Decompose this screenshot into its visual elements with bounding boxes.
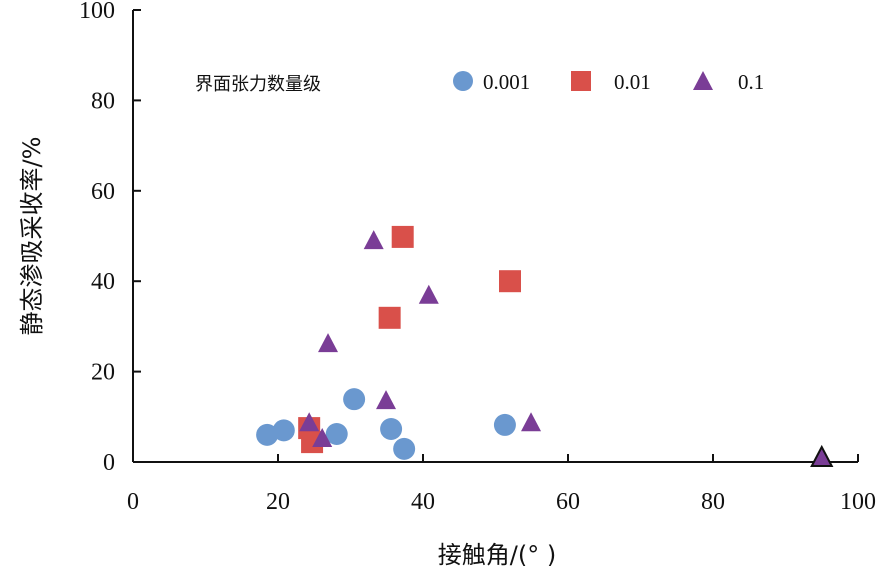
y-tick-label: 60 (91, 179, 115, 205)
point-triangle-0.1 (810, 444, 834, 468)
point-square-0.01 (499, 270, 521, 293)
y-axis-label: 静态渗吸采收率/% (18, 137, 46, 336)
x-tick-label: 0 (127, 489, 139, 515)
legend-marker-triangle (693, 71, 713, 90)
point-circle-0.001 (493, 413, 516, 436)
legend-label-0: 0.001 (483, 70, 530, 94)
point-triangle-0.1 (299, 412, 320, 432)
point-triangle-0.1 (418, 284, 439, 304)
point-circle-0.001 (393, 437, 416, 460)
y-tick-label: 20 (91, 360, 115, 386)
point-triangle-0.1 (363, 230, 384, 250)
x-tick-label: 80 (701, 489, 725, 515)
point-circle-0.001 (325, 422, 348, 445)
point-circle-0.001 (272, 419, 295, 442)
legend-title: 界面张力数量级 (195, 74, 321, 95)
point-triangle-0.1 (312, 428, 333, 448)
y-tick-label: 0 (103, 450, 115, 476)
point-triangle-0.1 (318, 333, 339, 353)
point-circle-0.001 (343, 388, 366, 411)
point-circle-0.001 (256, 423, 279, 446)
point-square-0.01 (378, 306, 401, 329)
point-square-0.01 (391, 225, 414, 248)
legend-label-2: 0.1 (738, 70, 764, 94)
axes: 0 20 40 60 80 100 0 20 40 60 80 100 (79, 0, 876, 515)
legend-marker-square (571, 71, 591, 91)
x-tick-label: 20 (266, 489, 290, 515)
y-tick-label: 40 (91, 269, 115, 295)
y-tick-label: 100 (79, 0, 115, 24)
x-tick-label: 100 (840, 489, 876, 515)
x-tick-label: 60 (556, 489, 580, 515)
legend-label-1: 0.01 (614, 70, 651, 94)
x-tick-label: 40 (411, 489, 435, 515)
point-triangle-0.1 (521, 412, 542, 432)
y-tick-label: 80 (91, 88, 115, 114)
point-square-0.01 (301, 431, 324, 454)
legend: 界面张力数量级 0.001 0.01 0.1 (195, 70, 764, 95)
point-triangle-0.1 (376, 390, 397, 410)
x-axis-label: 接触角/(° ) (438, 541, 556, 569)
data-points (256, 225, 834, 468)
point-circle-0.001 (380, 418, 403, 441)
legend-marker-circle (453, 71, 473, 91)
